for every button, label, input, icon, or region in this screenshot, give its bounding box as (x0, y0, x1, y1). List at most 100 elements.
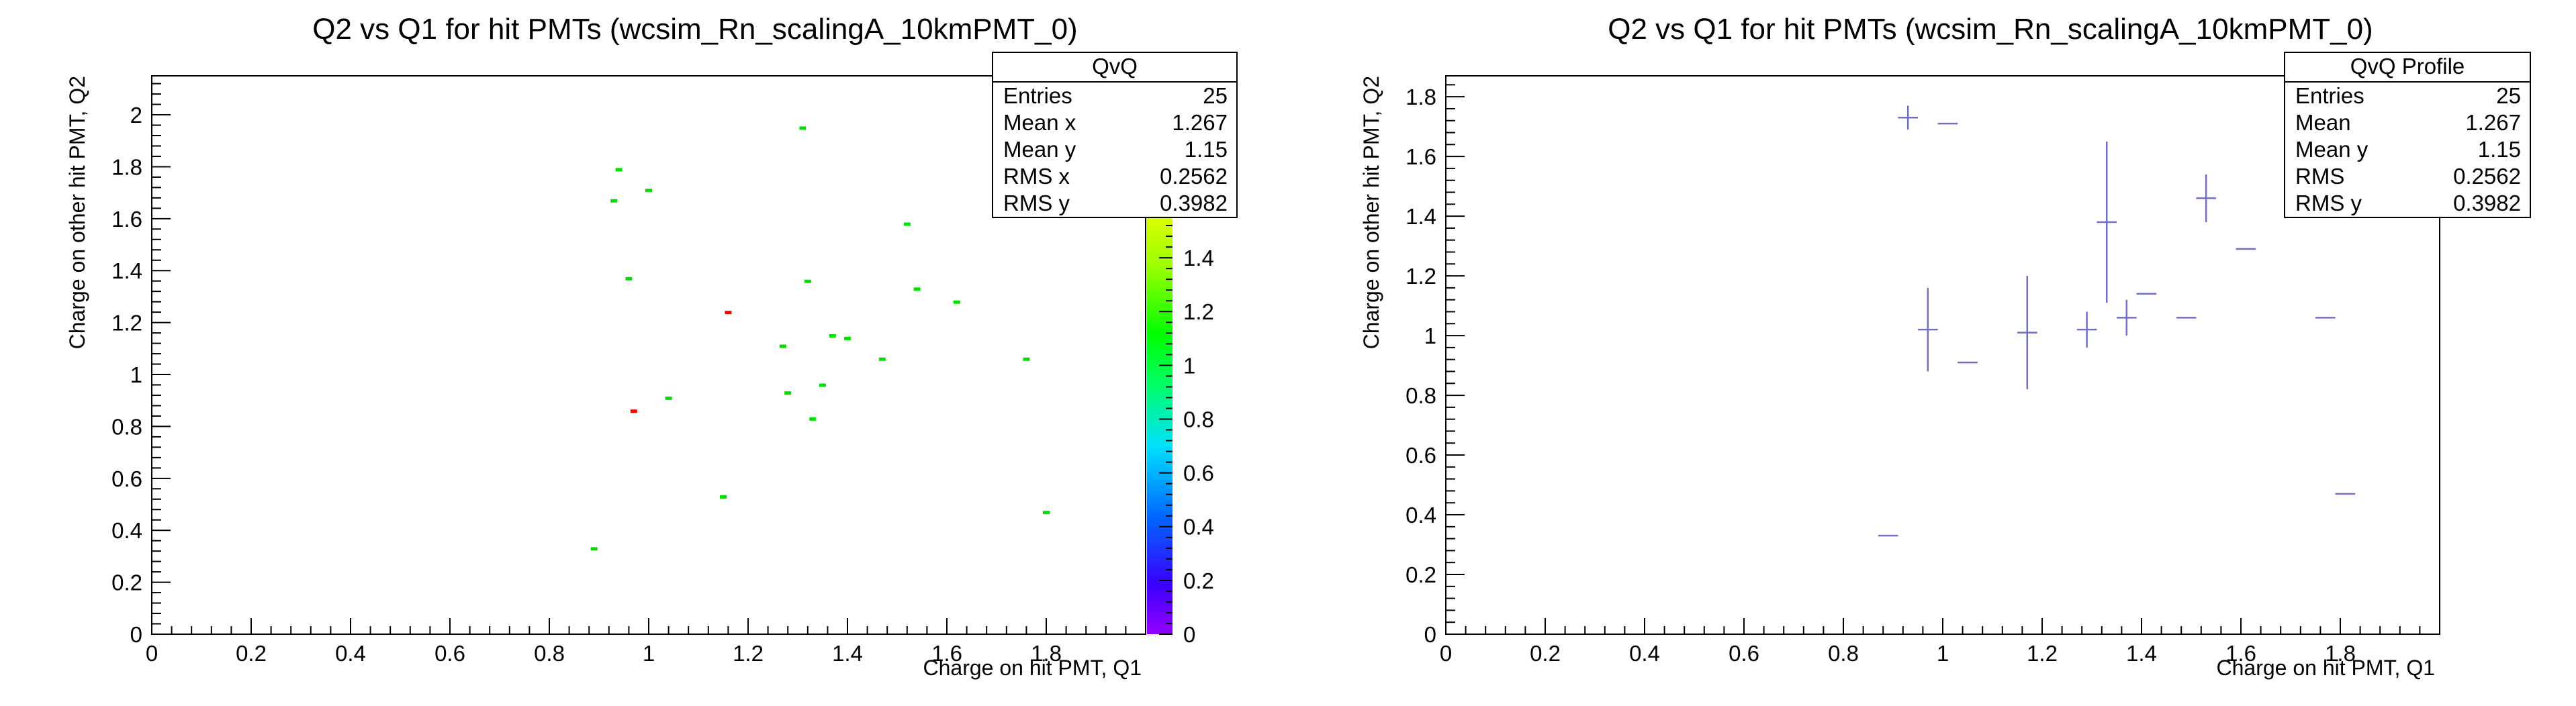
qvq-scatter-panel: Q2 vs Q1 for hit PMTs (wcsim_Rn_scalingA… (65, 13, 1238, 680)
right-stats-label: Mean y (2295, 137, 2368, 162)
profile-bin (2097, 141, 2117, 303)
left-x-axis-title: Charge on hit PMT, Q1 (923, 656, 1142, 680)
right-y-axis-ticks: 0 0.2 0.4 0.6 0.8 1 1.2 1.4 1.6 1.8 (1406, 84, 1465, 647)
colorbar-tick-label: 1.2 (1183, 299, 1214, 324)
right-y-tick-label: 0.4 (1406, 503, 1436, 527)
scatter-point (953, 300, 960, 304)
left-y-axis-title: Charge on other hit PMT, Q2 (65, 76, 89, 349)
left-x-tick-label: 0.6 (434, 641, 465, 666)
colorbar-tick-label: 0.4 (1183, 515, 1214, 540)
scatter-point (1043, 511, 1050, 515)
right-stats-value: 0.2562 (2453, 164, 2521, 189)
scatter-point (844, 336, 851, 340)
right-y-tick-label: 0.6 (1406, 443, 1436, 468)
right-y-tick-label: 0 (1424, 622, 1436, 647)
colorbar-tick-label: 0.8 (1183, 407, 1214, 432)
left-chart-title: Q2 vs Q1 for hit PMTs (wcsim_Rn_scalingA… (312, 13, 1077, 46)
scatter-point (829, 334, 836, 338)
left-y-axis-ticks: 0 0.2 0.4 0.6 0.8 1 1.2 1.4 1.6 1.8 2 (111, 83, 171, 647)
scatter-point (913, 287, 921, 291)
scatter-point (725, 311, 732, 315)
right-stats-label: RMS y (2295, 191, 2362, 215)
left-y-tick-label: 1.8 (111, 154, 142, 179)
scatter-point (720, 495, 727, 499)
profile-bin (2196, 174, 2216, 223)
scatter-point (590, 547, 598, 551)
left-y-tick-label: 0.8 (111, 414, 142, 439)
right-stats-box: QvQ Profile Entries 25 Mean 1.267 Mean y 1.15… (2284, 52, 2531, 218)
right-stats-value: 25 (2496, 83, 2521, 108)
right-y-tick-label: 0.2 (1406, 562, 1436, 587)
left-x-tick-label: 0.2 (236, 641, 267, 666)
right-y-tick-label: 1.4 (1406, 204, 1436, 229)
left-stats-value: 1.267 (1172, 110, 1228, 135)
right-y-tick-label: 1 (1424, 323, 1436, 348)
profile-bin (2017, 276, 2037, 390)
left-x-tick-label: 1.4 (832, 641, 863, 666)
left-x-tick-label: 0.4 (335, 641, 366, 666)
scatter-point (625, 276, 633, 281)
left-y-tick-label: 2 (130, 103, 142, 128)
left-stats-value: 1.15 (1185, 137, 1228, 162)
right-y-tick-label: 0.8 (1406, 383, 1436, 408)
left-stats-box: QvQ Entries 25 Mean x 1.267 Mean y 1.15 RMS x 0… (992, 52, 1238, 218)
right-x-tick-label: 1.2 (2027, 641, 2058, 666)
scatter-point (903, 222, 911, 226)
scatter-point (665, 396, 672, 400)
left-stats-label: RMS x (1003, 164, 1070, 189)
colorbar-tick-label: 0.6 (1183, 461, 1214, 486)
left-stats-value: 25 (1203, 83, 1228, 108)
right-x-tick-label: 0.8 (1828, 641, 1859, 666)
left-y-tick-label: 0.2 (111, 570, 142, 595)
scatter-point (645, 189, 652, 193)
profile-bin (2076, 311, 2097, 348)
right-stats-value: 0.3982 (2453, 191, 2521, 215)
left-stats-value: 0.3982 (1160, 191, 1228, 215)
profile-bin (1898, 105, 1918, 130)
scatter-point (615, 168, 623, 172)
left-stats-label: RMS y (1003, 191, 1070, 215)
right-chart-title: Q2 vs Q1 for hit PMTs (wcsim_Rn_scalingA… (1608, 13, 2373, 46)
right-x-tick-label: 0 (1440, 641, 1452, 666)
left-y-tick-label: 0.4 (111, 518, 142, 543)
right-y-tick-label: 1.6 (1406, 144, 1436, 169)
right-x-tick-label: 1.8 (2325, 641, 2356, 666)
scatter-point (779, 344, 786, 348)
left-y-tick-label: 1.6 (111, 207, 142, 232)
left-y-tick-label: 0 (130, 622, 142, 647)
scatter-point (799, 126, 807, 130)
right-x-axis-title: Charge on hit PMT, Q1 (2217, 656, 2435, 680)
right-x-axis-ticks: 0 0.2 0.4 0.6 0.8 1 1.2 1.4 1.6 1.8 (1440, 618, 2440, 666)
right-x-tick-label: 0.4 (1629, 641, 1660, 666)
right-x-tick-label: 0.6 (1729, 641, 1759, 666)
left-x-tick-label: 0 (146, 641, 158, 666)
colorbar-tick-label: 1.4 (1183, 246, 1214, 270)
scatter-point (809, 417, 817, 421)
right-x-tick-label: 1.6 (2225, 641, 2256, 666)
left-y-tick-label: 1.4 (111, 258, 142, 283)
scatter-point (630, 409, 637, 413)
left-stats-header: QvQ (1092, 54, 1138, 79)
right-x-tick-label: 1 (1937, 641, 1949, 666)
right-y-tick-label: 1.8 (1406, 85, 1436, 109)
right-stats-value: 1.267 (2465, 110, 2521, 135)
colorbar-tick-label: 0 (1183, 622, 1195, 647)
scatter-point (819, 383, 826, 387)
colorbar-ticks: 0 0.2 0.4 0.6 0.8 1 1.2 1.4 (1159, 225, 1214, 647)
profile-bin (2117, 299, 2137, 336)
profile-bin (1918, 287, 1938, 372)
left-y-tick-label: 1 (130, 362, 142, 387)
scatter-point (784, 391, 792, 395)
scatter-point (878, 357, 886, 361)
left-stats-label: Mean x (1003, 110, 1076, 135)
left-scatter-points (590, 126, 1050, 551)
left-stats-value: 0.2562 (1160, 164, 1228, 189)
right-x-tick-label: 1.4 (2126, 641, 2157, 666)
scatter-point (1023, 357, 1030, 361)
right-x-tick-label: 0.2 (1530, 641, 1561, 666)
left-y-tick-label: 0.6 (111, 466, 142, 491)
right-y-tick-label: 1.2 (1406, 264, 1436, 289)
left-x-tick-label: 1.2 (733, 641, 764, 666)
left-x-tick-label: 1.8 (1031, 641, 1062, 666)
